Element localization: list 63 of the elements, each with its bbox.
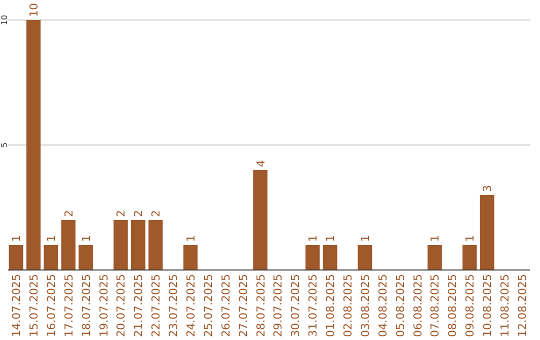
x-tick-label: 24.07.2025 xyxy=(184,274,198,337)
bar xyxy=(78,245,93,270)
data-label: 2 xyxy=(62,210,76,217)
x-tick-label: 25.07.2025 xyxy=(202,274,215,337)
x-tick-label: 12.08.2025 xyxy=(516,274,529,337)
x-tick-label: 28.07.2025 xyxy=(254,274,268,337)
x-tick-label: 02.08.2025 xyxy=(342,274,355,337)
data-label: 1 xyxy=(44,235,58,242)
bar xyxy=(148,220,163,270)
x-tick-label: 03.08.2025 xyxy=(358,274,372,337)
x-tick-label: 16.07.2025 xyxy=(44,274,58,337)
x-tick-label: 17.07.2025 xyxy=(62,274,76,337)
x-tick-label: 05.08.2025 xyxy=(394,274,407,337)
x-tick-label: 11.08.2025 xyxy=(498,274,512,337)
x-tick-label: 27.07.2025 xyxy=(236,274,250,337)
x-tick-label: 04.08.2025 xyxy=(376,274,390,337)
y-tick-label: 5 xyxy=(0,142,9,148)
x-tick-label: 22.07.2025 xyxy=(150,274,163,337)
data-label: 1 xyxy=(306,235,320,242)
data-label: 10 xyxy=(27,3,40,17)
bar xyxy=(183,245,198,270)
data-label: 1 xyxy=(464,235,477,242)
data-label: 1 xyxy=(428,235,442,242)
data-label: 1 xyxy=(184,235,198,242)
data-label: 4 xyxy=(254,160,268,167)
bar xyxy=(44,245,58,270)
bar xyxy=(26,20,41,270)
x-tick-label: 31.07.2025 xyxy=(306,274,320,337)
bar xyxy=(305,245,320,270)
data-label: 2 xyxy=(150,210,163,217)
bar xyxy=(358,245,372,270)
bar xyxy=(462,245,477,270)
x-tick-label: 21.07.2025 xyxy=(132,274,146,337)
x-tick-label: 30.07.2025 xyxy=(289,274,302,337)
data-label: 1 xyxy=(324,235,338,242)
x-tick-label: 01.08.2025 xyxy=(324,274,338,337)
data-label: 1 xyxy=(358,235,372,242)
x-tick-label: 26.07.2025 xyxy=(219,274,232,337)
x-tick-label: 06.08.2025 xyxy=(411,274,424,337)
x-tick-label: 09.08.2025 xyxy=(464,274,477,337)
x-tick-label: 08.08.2025 xyxy=(446,274,460,337)
data-label: 2 xyxy=(132,210,146,217)
x-tick-label: 10.08.2025 xyxy=(481,274,494,337)
bar xyxy=(253,170,268,270)
data-label: 3 xyxy=(481,185,494,192)
x-tick-label: 20.07.2025 xyxy=(114,274,128,337)
x-tick-label: 29.07.2025 xyxy=(272,274,285,337)
x-tick-label: 18.07.2025 xyxy=(80,274,93,337)
bar xyxy=(114,220,128,270)
x-tick-label: 23.07.2025 xyxy=(167,274,180,337)
data-label: 1 xyxy=(80,235,93,242)
bar xyxy=(8,245,24,270)
data-label: 2 xyxy=(114,210,128,217)
data-label: 1 xyxy=(10,235,24,242)
x-tick-label: 14.07.2025 xyxy=(10,274,24,337)
x-tick-label: 15.07.2025 xyxy=(27,274,40,337)
bar xyxy=(322,245,338,270)
bar xyxy=(480,195,494,270)
x-tick-label: 19.07.2025 xyxy=(97,274,110,337)
bar xyxy=(428,245,442,270)
bar xyxy=(61,220,76,270)
x-tick-label: 07.08.2025 xyxy=(428,274,442,337)
bar xyxy=(131,220,146,270)
